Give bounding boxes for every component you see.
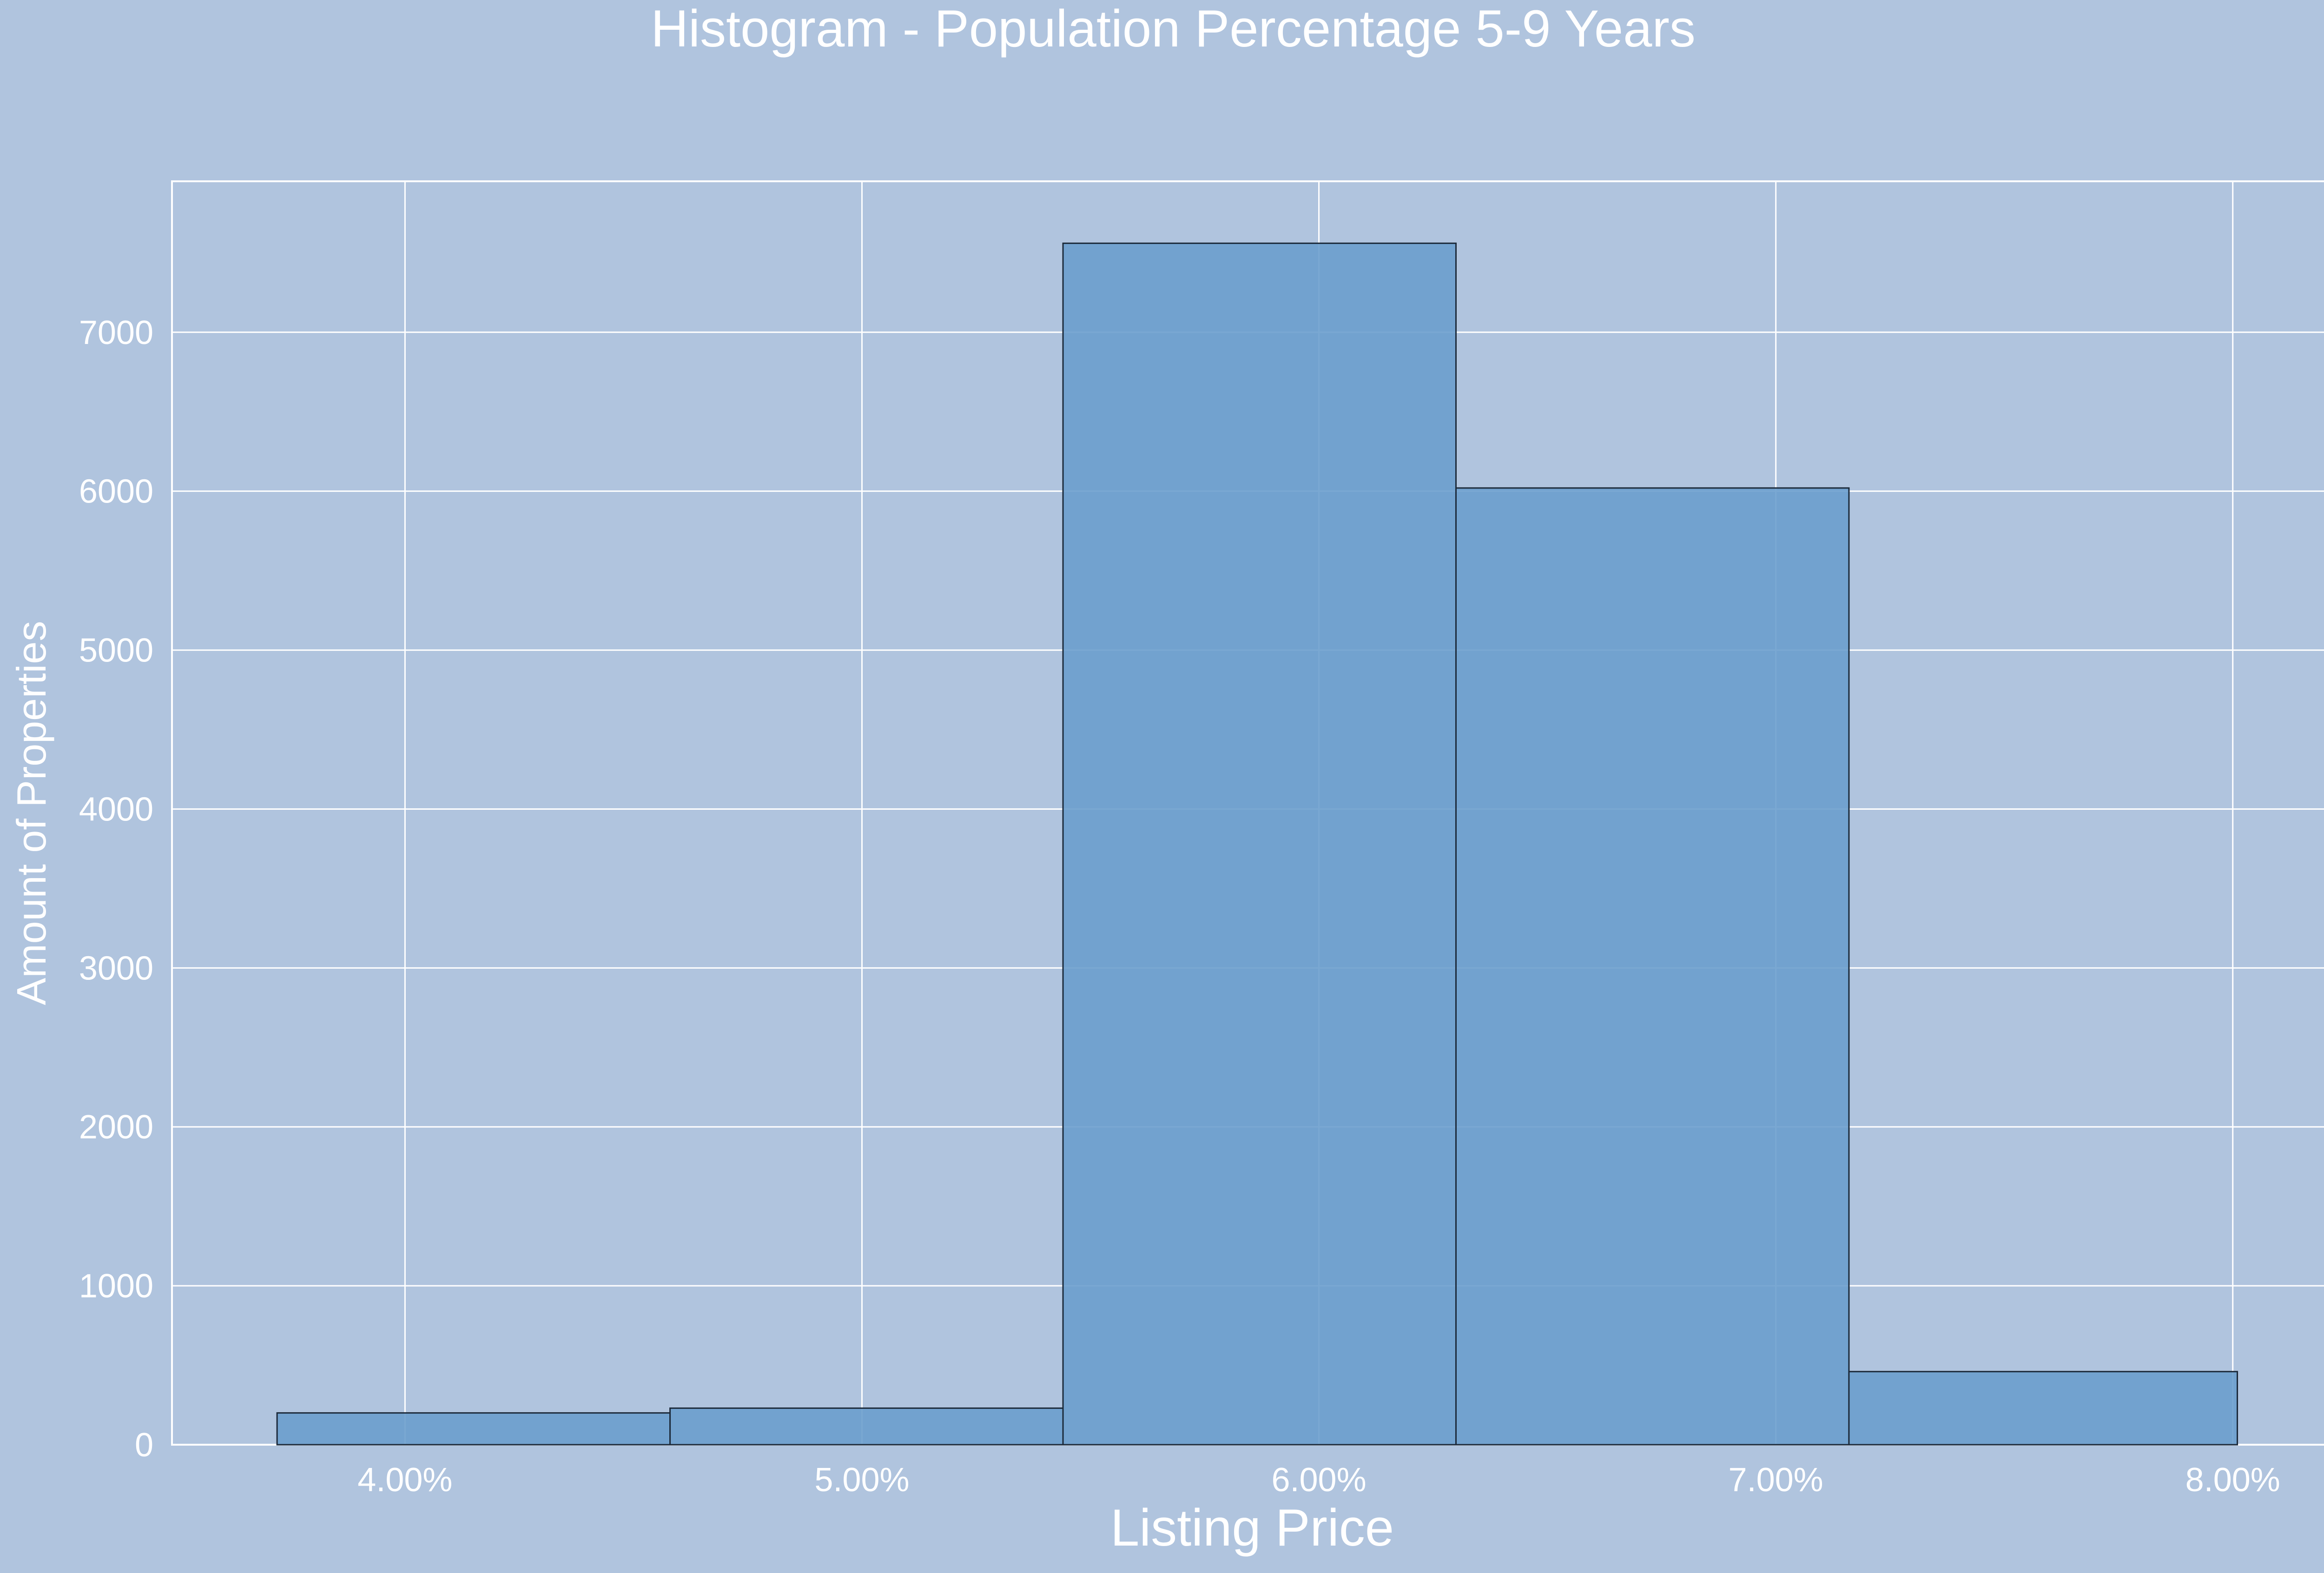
histogram-bar [1848,1371,2238,1446]
y-tick-label: 7000 [79,314,153,351]
x-tick-label: 5.00% [814,1461,909,1499]
x-tick-label: 8.00% [2185,1461,2280,1499]
histogram-bar [276,1412,671,1446]
plot-area: 4.00% 5.00% 6.00% 7.00% 8.00% 0 1000 2000 3000 4… [79,180,2324,1499]
y-tick-label: 6000 [79,473,153,510]
y-tick-label: 1000 [79,1268,153,1305]
histogram-bar [669,1407,1064,1446]
x-tick-label: 7.00% [1729,1461,1823,1499]
x-tick-label: 4.00% [357,1461,452,1499]
y-axis-label: Amount of Properties [8,621,54,1005]
x-axis-ticks: 4.00% 5.00% 6.00% 7.00% 8.00% [357,1461,2280,1499]
histogram-bar [1455,487,1850,1446]
y-axis-ticks: 0 1000 2000 3000 4000 5000 6000 7000 [79,314,153,1464]
y-tick-label: 2000 [79,1109,153,1146]
histogram-bars [276,242,2238,1446]
x-axis-label: Listing Price [1110,1499,1394,1557]
x-tick-label: 6.00% [1271,1461,1366,1499]
y-tick-label: 0 [135,1427,153,1464]
chart-title: Histogram - Population Percentage 5-9 Ye… [651,0,1696,58]
y-tick-label: 5000 [79,632,153,669]
y-tick-label: 3000 [79,950,153,987]
y-tick-label: 4000 [79,791,153,828]
histogram-bar [1062,242,1457,1446]
